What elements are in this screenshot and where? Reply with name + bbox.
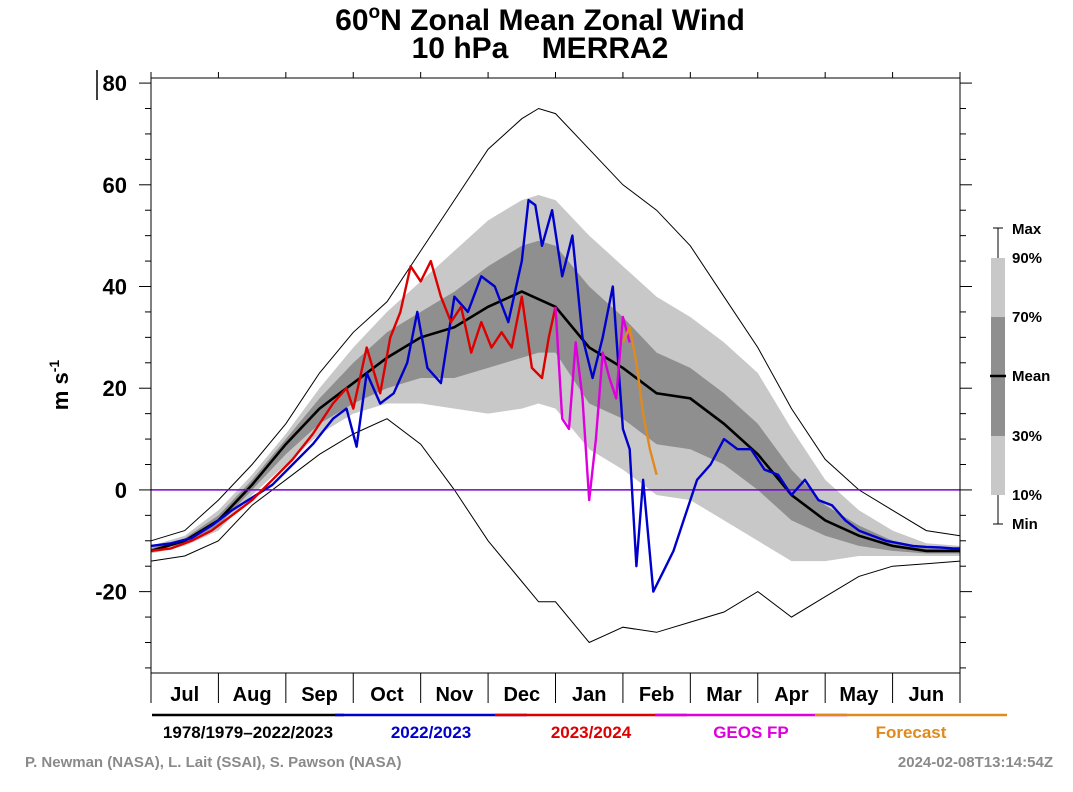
pct-label: Mean: [1012, 368, 1050, 385]
max-line: [150, 107, 961, 542]
data-series: [150, 198, 960, 593]
month-label: Nov: [435, 684, 474, 706]
pct-label: 90%: [1012, 250, 1042, 267]
pct-label: 30%: [1012, 428, 1042, 445]
month-label: May: [839, 684, 879, 706]
percentile-legend: Max 90% 70% Mean 30% 10% Min: [990, 221, 1050, 533]
credits-timestamp: 2024-02-08T13:14:54Z: [898, 754, 1053, 771]
series-line-2: [554, 306, 631, 502]
series-line-1: [150, 259, 557, 553]
climatology-bands: [151, 195, 960, 562]
climatology-lines: [150, 107, 961, 644]
pct-label: 10%: [1012, 487, 1042, 504]
x-axis-months: Jul Aug Sep Oct Nov Dec Jan Feb Mar Apr May Jun: [150, 72, 961, 706]
y-axis-label: m s-1: [46, 360, 73, 411]
band-30-70: [151, 240, 960, 554]
legend-label: GEOS FP: [713, 723, 789, 742]
series-line-3: [621, 326, 658, 476]
legend-label: 1978/1979–2022/2023: [163, 723, 333, 742]
credits-authors: P. Newman (NASA), L. Lait (SSAI), S. Paw…: [25, 754, 401, 771]
month-label: Dec: [503, 684, 540, 706]
month-label: Aug: [233, 684, 272, 706]
min-line: [150, 418, 961, 644]
chart-title-line2: 10 hPa MERRA2: [412, 32, 669, 65]
y-axis-ticks: 80 60 40 20 0 -20: [95, 71, 972, 669]
month-label: Sep: [301, 684, 338, 706]
month-label: Feb: [639, 684, 675, 706]
month-label: Jun: [909, 684, 945, 706]
mean-line: [150, 290, 960, 553]
series-line-0: [150, 198, 960, 593]
y-tick-label: 60: [103, 173, 127, 198]
month-label: Oct: [370, 684, 404, 706]
month-label: Jul: [170, 684, 199, 706]
legend-label: 2022/2023: [391, 723, 471, 742]
y-tick-label: 40: [103, 275, 127, 300]
month-label: Jan: [572, 684, 606, 706]
legend-label: 2023/2024: [551, 723, 632, 742]
month-label: Apr: [774, 684, 809, 706]
y-tick-label: 0: [115, 478, 127, 503]
y-tick-label: -20: [95, 580, 127, 605]
y-tick-label: 20: [103, 376, 127, 401]
series-legend: 1978/1979–2022/2023 2022/2023 2023/2024 GEO…: [152, 713, 1007, 742]
month-label: Mar: [706, 684, 742, 706]
pct-label: Max: [1012, 221, 1042, 238]
pct-label: 70%: [1012, 309, 1042, 326]
chart-title-line1: 60oN Zonal Mean Zonal Wind: [335, 2, 745, 37]
legend-label: Forecast: [876, 723, 947, 742]
pct-label: Min: [1012, 516, 1038, 533]
y-tick-label: 80: [103, 71, 127, 96]
